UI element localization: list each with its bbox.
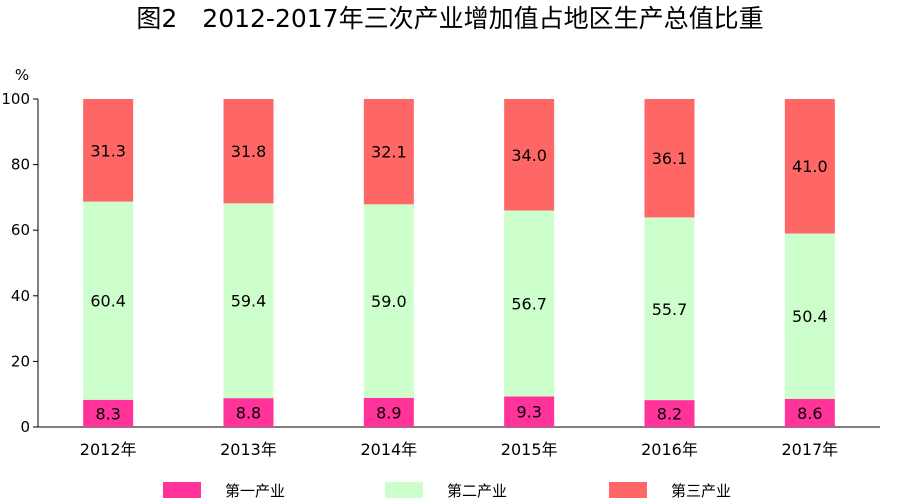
- bar-segment: [504, 99, 555, 211]
- bar-segment: [784, 398, 835, 427]
- data-label: 8.8: [236, 404, 261, 423]
- data-label: 31.8: [231, 142, 267, 161]
- data-label: 41.0: [792, 157, 828, 176]
- y-tick-label: 60: [11, 221, 30, 239]
- data-label: 8.2: [657, 405, 682, 424]
- bar-segment: [83, 99, 134, 202]
- x-tick-label: 2013年: [220, 440, 277, 459]
- legend-label: 第二产业: [447, 482, 507, 500]
- data-label: 32.1: [371, 143, 407, 162]
- data-label: 55.7: [652, 300, 688, 319]
- legend-swatch: [609, 482, 647, 498]
- x-tick-label: 2014年: [360, 440, 417, 459]
- x-tick-label: 2015年: [501, 440, 558, 459]
- data-label: 8.6: [797, 404, 822, 423]
- y-tick-label: 100: [1, 90, 30, 108]
- value-labels: 8.3 60.4 31.3 8.8 59.4 31.8 8.9 59.0 32.1 9.3 56.7…: [90, 141, 827, 423]
- legend-label: 第一产业: [225, 482, 285, 500]
- bar-segment: [363, 204, 414, 398]
- legend-label: 第三产业: [671, 482, 731, 500]
- data-label: 56.7: [511, 295, 547, 314]
- bar-segment: [644, 99, 695, 218]
- y-tick-label: 80: [11, 156, 30, 174]
- bar-segment: [83, 201, 134, 400]
- data-label: 8.3: [95, 404, 120, 423]
- bar-segment: [223, 398, 274, 427]
- chart-title: 图2 2012-2017年三次产业增加值占地区生产总值比重: [136, 4, 764, 33]
- legend-swatch: [163, 482, 201, 498]
- bar-segment: [644, 400, 695, 427]
- data-label: 60.4: [90, 292, 126, 311]
- x-tick-label: 2017年: [781, 440, 838, 459]
- bar-segment: [363, 397, 414, 427]
- bars: [83, 99, 835, 427]
- bar-segment: [784, 99, 835, 234]
- data-label: 8.9: [376, 403, 401, 422]
- y-axis-label: %: [15, 66, 29, 84]
- legend-swatch: [385, 482, 423, 498]
- bar-segment: [784, 233, 835, 399]
- x-tick-label: 2016年: [641, 440, 698, 459]
- data-label: 59.4: [231, 292, 267, 311]
- bar-segment: [363, 99, 414, 205]
- bar-segment: [223, 203, 274, 399]
- data-label: 34.0: [511, 146, 547, 165]
- bar-segment: [83, 399, 134, 427]
- axes: % 0 20 40 60 80 100 2012年 2013年 2014年 2015年 2016年 20…: [1, 66, 880, 459]
- y-tick-label: 40: [11, 287, 30, 305]
- x-tick-label: 2012年: [80, 440, 137, 459]
- bar-segment: [644, 217, 695, 401]
- legend: 第一产业 第二产业 第三产业: [163, 482, 731, 500]
- data-label: 36.1: [652, 149, 688, 168]
- data-label: 59.0: [371, 292, 407, 311]
- bar-segment: [223, 99, 274, 204]
- y-tick-label: 20: [11, 352, 30, 370]
- y-tick-label: 0: [20, 418, 30, 436]
- bar-segment: [504, 396, 555, 427]
- data-label: 31.3: [90, 141, 126, 160]
- data-label: 50.4: [792, 307, 828, 326]
- data-label: 9.3: [516, 403, 541, 422]
- bar-segment: [504, 210, 555, 397]
